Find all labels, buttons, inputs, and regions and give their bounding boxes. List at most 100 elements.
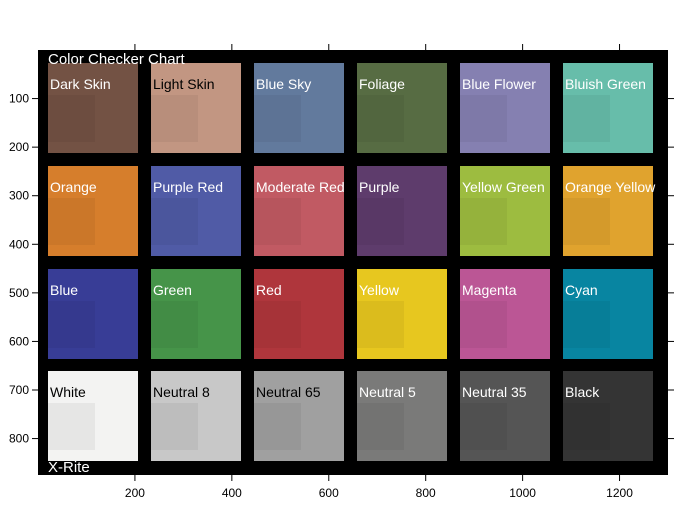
patch-green: Green [151,269,241,359]
patch-label: Orange Yellow [565,179,656,195]
patch-black: Black [563,371,653,461]
patch-swatch [254,63,344,153]
patch-magenta: Magenta [460,269,550,359]
patch-sample-area [254,198,301,245]
patch-neutral-5: Neutral 5 [357,371,447,461]
patch-red: Red [254,269,344,359]
patch-orange-yellow: Orange Yellow [563,166,656,256]
patch-purple-red: Purple Red [151,166,241,256]
patch-sample-area [357,95,404,142]
patch-label: Bluish Green [565,76,646,92]
patch-sample-area [254,95,301,142]
patch-swatch [357,269,447,359]
patch-sample-area [48,95,95,142]
patch-swatch [460,371,550,461]
patch-label: Neutral 8 [153,384,210,400]
patch-swatch [151,371,241,461]
patch-sample-area [48,301,95,348]
patch-sample-area [460,403,507,450]
x-tick-label: 600 [319,486,339,500]
patch-neutral-65: Neutral 65 [254,371,344,461]
patch-label: Foliage [359,76,405,92]
patch-swatch [460,166,550,256]
patch-swatch [254,166,344,256]
patch-yellow-green: Yellow Green [460,166,550,256]
chart-footer: X-Rite [48,459,90,476]
patch-swatch [48,269,138,359]
patch-sample-area [563,301,610,348]
patch-label: Dark Skin [50,76,111,92]
x-tick-label: 1200 [606,486,633,500]
chart-title: Color Checker Chart [48,51,186,68]
y-tick-label: 500 [9,286,29,300]
patch-label: Moderate Red [256,179,345,195]
patch-blue-sky: Blue Sky [254,63,344,153]
patch-swatch [151,166,241,256]
patch-swatch [254,371,344,461]
patch-label: Magenta [462,282,517,298]
patch-sample-area [48,198,95,245]
patch-swatch [563,63,653,153]
patch-swatch [151,269,241,359]
patch-swatch [460,269,550,359]
x-tick-label: 400 [222,486,242,500]
patch-layer: Dark Skin Light Skin Blue Sky Foliage Blue F… [48,63,656,461]
patch-label: Black [565,384,600,400]
patch-label: Blue [50,282,78,298]
x-tick-label: 200 [125,486,145,500]
patch-swatch [563,166,653,256]
patch-label: Purple Red [153,179,223,195]
patch-moderate-red: Moderate Red [254,166,345,256]
patch-foliage: Foliage [357,63,447,153]
patch-swatch [357,63,447,153]
patch-sample-area [563,95,610,142]
y-tick-label: 200 [9,140,29,154]
patch-swatch [563,269,653,359]
patch-label: White [50,384,86,400]
patch-sample-area [151,301,198,348]
patch-neutral-8: Neutral 8 [151,371,241,461]
y-tick-label: 400 [9,237,29,251]
patch-swatch [151,63,241,153]
patch-sample-area [460,95,507,142]
patch-label: Green [153,282,192,298]
x-tick-label: 1000 [509,486,536,500]
patch-label: Light Skin [153,76,214,92]
patch-yellow: Yellow [357,269,447,359]
patch-sample-area [460,301,507,348]
x-tick-label: 800 [416,486,436,500]
patch-blue: Blue [48,269,138,359]
patch-swatch [48,371,138,461]
patch-sample-area [151,403,198,450]
patch-swatch [48,63,138,153]
y-tick-label: 300 [9,189,29,203]
patch-swatch [357,166,447,256]
patch-label: Neutral 5 [359,384,416,400]
patch-dark-skin: Dark Skin [48,63,138,153]
patch-label: Blue Flower [462,76,536,92]
patch-sample-area [563,198,610,245]
patch-white: White [48,371,138,461]
patch-sample-area [254,301,301,348]
patch-light-skin: Light Skin [151,63,241,153]
y-tick-label: 700 [9,383,29,397]
y-tick-label: 100 [9,92,29,106]
patch-sample-area [151,95,198,142]
patch-purple: Purple [357,166,447,256]
patch-sample-area [254,403,301,450]
patch-sample-area [357,198,404,245]
patch-swatch [460,63,550,153]
patch-swatch [563,371,653,461]
patch-blue-flower: Blue Flower [460,63,550,153]
patch-label: Yellow Green [462,179,545,195]
patch-label: Purple [359,179,400,195]
patch-sample-area [460,198,507,245]
patch-label: Neutral 65 [256,384,321,400]
patch-swatch [254,269,344,359]
axis-layer: 200 400 600 800 1000 1200 100 200 300 400 500 600 70… [9,44,674,500]
patch-swatch [48,166,138,256]
patch-label: Blue Sky [256,76,311,92]
patch-sample-area [563,403,610,450]
patch-sample-area [48,403,95,450]
